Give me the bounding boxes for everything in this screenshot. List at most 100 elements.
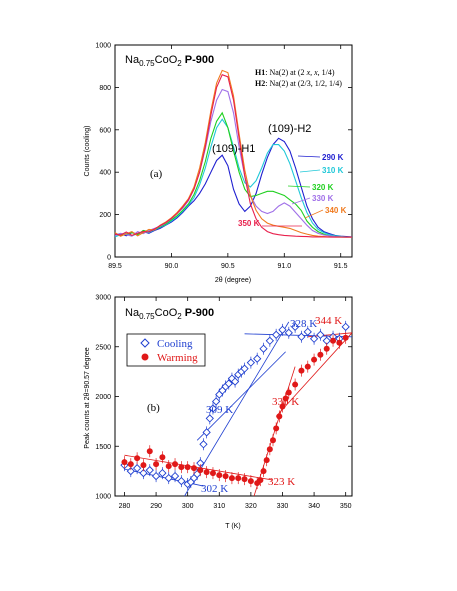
warming-transition-fit — [253, 366, 296, 497]
point-warming — [191, 465, 197, 472]
point-cooling — [170, 471, 180, 481]
panel-a-plot-frame — [114, 44, 353, 258]
panel-b-data-points — [120, 320, 350, 491]
point-warming — [336, 339, 343, 346]
panel-a-x-axis: 89.5 90.0 90.5 91.0 91.5 — [108, 45, 348, 270]
point-cooling — [199, 440, 208, 449]
panel-a-title: Na0.75CoO2 P-900 — [125, 54, 214, 68]
y-tick-label: 2500 — [95, 344, 111, 351]
panel-a-peak-label-h1: (109)-H1 — [212, 143, 255, 155]
point-warming — [276, 413, 283, 420]
point-cooling — [158, 468, 167, 478]
point-warming — [165, 463, 172, 470]
series-label-290-k: 290 K — [322, 153, 344, 162]
point-cooling — [246, 358, 256, 367]
x-tick-label: 330 — [277, 503, 289, 510]
point-warming — [209, 470, 216, 477]
point-warming — [263, 457, 270, 464]
point-warming — [304, 363, 311, 370]
point-warming — [298, 367, 305, 374]
panel-a-counts-vs-2theta: 89.5 90.0 90.5 91.0 91.5 0 200 400 600 800 1000 N… — [84, 43, 353, 284]
point-cooling — [230, 377, 240, 386]
point-warming — [317, 351, 324, 358]
x-tick-label: 280 — [119, 503, 131, 510]
point-cooling — [240, 364, 249, 373]
annotation-309k: 309 K — [206, 404, 233, 416]
series-line-350-k — [114, 74, 352, 238]
series-label-320-k: 320 K — [312, 183, 334, 192]
panel-a-series-group — [114, 69, 353, 238]
panel-a-x-axis-label: 2θ (degree) — [215, 277, 251, 284]
point-cooling — [259, 344, 268, 353]
series-leader-320-k — [287, 185, 311, 188]
panel-b-peak-counts-vs-temperature: 280 290 300 310 320 330 340 350 1000 1500 2000 250… — [84, 295, 353, 530]
annotation-302k: 302 K — [201, 483, 228, 495]
y-tick-label: 0 — [107, 255, 111, 262]
point-cooling — [284, 328, 293, 337]
point-cooling — [253, 354, 262, 363]
point-warming — [235, 475, 242, 482]
legend-cooling-label: Cooling — [157, 338, 193, 350]
series-label-330-k: 330 K — [312, 194, 334, 203]
point-cooling — [272, 330, 281, 339]
series-label-310-k: 310 K — [322, 166, 344, 175]
point-cooling — [290, 322, 300, 331]
point-cooling — [309, 334, 319, 343]
legend-warming-marker — [141, 353, 149, 361]
x-tick-label: 350 — [340, 503, 352, 510]
cooling-slope-fit — [196, 351, 286, 441]
x-tick-label: 89.5 — [108, 263, 122, 270]
point-warming — [266, 446, 273, 453]
point-cooling — [224, 379, 233, 388]
point-cooling — [316, 330, 325, 339]
point-cooling — [208, 404, 218, 413]
x-tick-label: 320 — [245, 503, 257, 510]
point-warming — [311, 356, 318, 363]
series-line-330-k — [114, 88, 352, 238]
panel-b-x-axis: 280 290 300 310 320 330 340 350 — [119, 297, 352, 510]
point-warming — [257, 477, 264, 484]
point-cooling — [341, 322, 350, 331]
point-warming — [323, 345, 330, 352]
point-warming — [247, 478, 254, 485]
annotation-323k: 323 K — [268, 476, 295, 488]
x-tick-label: 290 — [150, 503, 162, 510]
x-tick-label: 90.5 — [221, 263, 235, 270]
point-warming — [285, 389, 292, 396]
y-tick-label: 3000 — [95, 295, 111, 302]
y-tick-label: 600 — [99, 127, 111, 134]
cooling-transition-fit — [184, 321, 290, 497]
y-tick-label: 1500 — [95, 444, 111, 451]
panel-a-panel-label: (a) — [150, 168, 163, 180]
series-leader-340-k — [304, 209, 324, 219]
x-tick-label: 90.0 — [165, 263, 179, 270]
series-label-350-k: 350 K — [238, 219, 260, 228]
point-warming — [178, 464, 185, 471]
point-warming — [146, 448, 153, 455]
point-cooling — [139, 468, 148, 478]
y-tick-label: 1000 — [95, 43, 111, 50]
point-warming — [121, 459, 128, 466]
point-warming — [330, 337, 337, 344]
series-leader-310-k — [299, 169, 321, 173]
panel-b-y-axis-label: Peak counts at 2θ=90.57 degree — [84, 347, 91, 448]
series-leader-290-k — [297, 155, 321, 158]
legend-cooling-marker — [140, 338, 150, 348]
legend-warming-label: Warming — [157, 352, 198, 364]
panel-b-y-axis: 1000 1500 2000 2500 3000 — [95, 295, 352, 501]
point-warming — [279, 403, 286, 410]
y-tick-label: 2000 — [95, 394, 111, 401]
point-warming — [140, 462, 147, 469]
panel-a-peak-label-h2: (109)-H2 — [268, 123, 311, 135]
panel-a-legend-note-h1: H1: Na(2) at (2 x, x, 1/4) — [255, 68, 335, 77]
point-warming — [153, 461, 160, 468]
point-warming — [159, 454, 166, 461]
point-cooling — [132, 464, 142, 473]
point-cooling — [265, 336, 274, 345]
point-warming — [216, 472, 223, 479]
point-cooling — [145, 465, 154, 475]
panel-b-title: Na0.75CoO2 P-900 — [125, 307, 214, 321]
series-label-340-k: 340 K — [325, 206, 347, 215]
y-tick-label: 800 — [99, 85, 111, 92]
